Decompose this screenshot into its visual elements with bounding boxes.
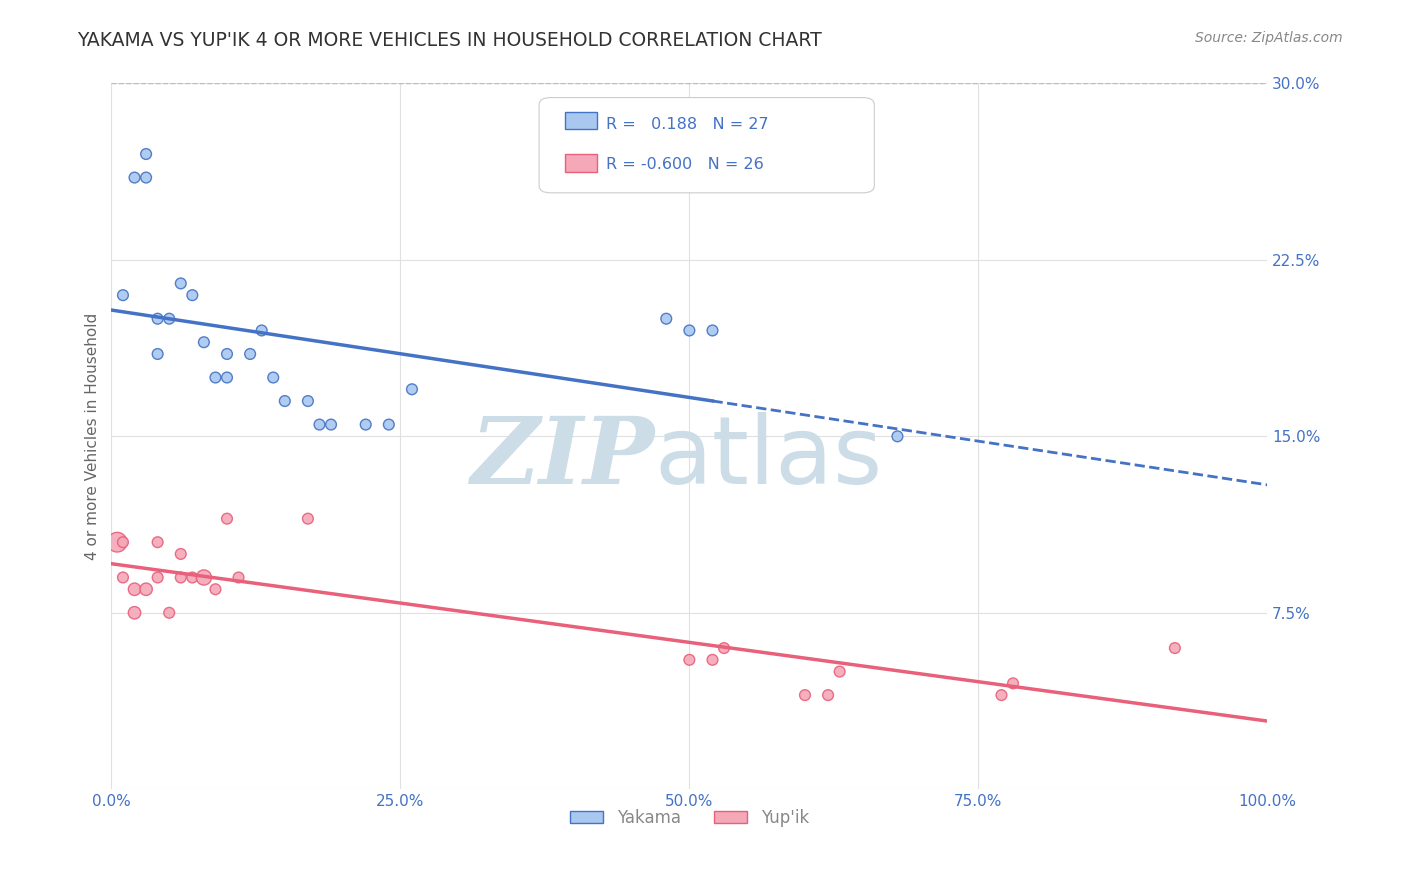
Text: YAKAMA VS YUP'IK 4 OR MORE VEHICLES IN HOUSEHOLD CORRELATION CHART: YAKAMA VS YUP'IK 4 OR MORE VEHICLES IN H… (77, 31, 823, 50)
Point (193, 570, 215, 584)
Point (702, 323, 724, 337)
Point (157, 311, 180, 326)
Point (146, 570, 169, 584)
Point (239, 347, 262, 361)
Point (817, 688, 839, 702)
Point (990, 688, 1012, 702)
Point (146, 347, 169, 361)
Point (678, 653, 700, 667)
Point (111, 570, 134, 584)
Point (181, 570, 204, 584)
Point (262, 370, 284, 384)
Point (794, 688, 817, 702)
Y-axis label: 4 or more Vehicles in Household: 4 or more Vehicles in Household (86, 313, 100, 560)
Point (135, 582, 157, 597)
Point (111, 535, 134, 549)
Point (111, 288, 134, 302)
Point (124, 606, 146, 620)
Point (378, 417, 401, 432)
Point (250, 323, 273, 337)
Point (146, 311, 169, 326)
Point (135, 170, 157, 185)
Point (297, 394, 319, 409)
Point (215, 347, 238, 361)
Point (170, 570, 193, 584)
FancyBboxPatch shape (565, 112, 598, 129)
Point (170, 277, 193, 291)
Point (678, 323, 700, 337)
Point (181, 288, 204, 302)
FancyBboxPatch shape (538, 97, 875, 193)
Point (274, 394, 297, 409)
Text: ZIP: ZIP (471, 412, 655, 502)
Point (713, 641, 735, 656)
Point (319, 417, 342, 432)
Point (105, 535, 128, 549)
Legend: Yakama, Yup'ik: Yakama, Yup'ik (564, 803, 815, 834)
Text: Source: ZipAtlas.com: Source: ZipAtlas.com (1195, 31, 1343, 45)
Point (401, 382, 423, 396)
Point (204, 370, 226, 384)
Point (135, 147, 157, 161)
Point (886, 429, 908, 443)
Point (655, 311, 678, 326)
Point (1164, 641, 1187, 656)
Point (297, 511, 319, 525)
Point (228, 570, 250, 584)
Point (124, 582, 146, 597)
Point (702, 653, 724, 667)
Point (828, 665, 851, 679)
Point (215, 511, 238, 525)
Point (193, 335, 215, 350)
FancyBboxPatch shape (565, 154, 598, 171)
Point (1002, 676, 1025, 690)
Point (308, 417, 330, 432)
Point (215, 370, 238, 384)
Point (204, 582, 226, 597)
Point (354, 417, 377, 432)
Point (157, 606, 180, 620)
Text: R = -0.600   N = 26: R = -0.600 N = 26 (606, 157, 763, 172)
Text: atlas: atlas (655, 411, 883, 503)
Point (124, 170, 146, 185)
Point (146, 535, 169, 549)
Text: R =   0.188   N = 27: R = 0.188 N = 27 (606, 118, 769, 132)
Point (170, 547, 193, 561)
